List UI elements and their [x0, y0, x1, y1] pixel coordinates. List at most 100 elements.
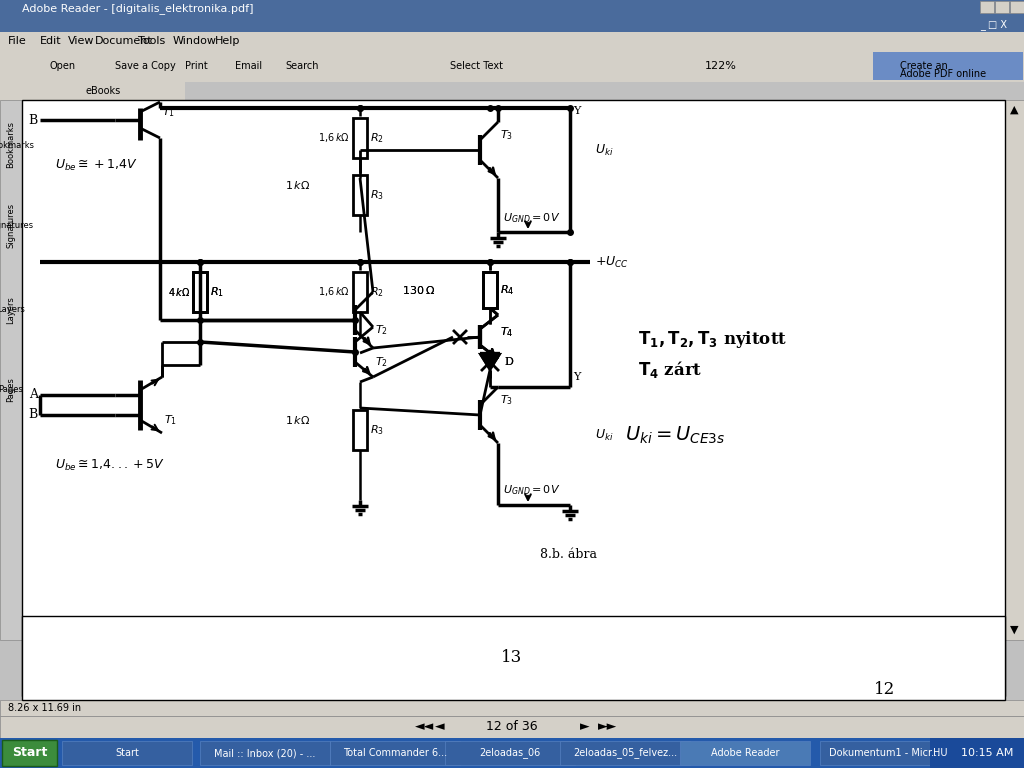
Polygon shape: [480, 354, 500, 370]
Bar: [353, 272, 367, 312]
Text: 10:15 AM: 10:15 AM: [961, 748, 1013, 758]
Text: $T_4$: $T_4$: [500, 325, 513, 339]
Text: View: View: [68, 36, 94, 46]
Text: Tools: Tools: [138, 36, 165, 46]
Bar: [1005, 100, 1024, 640]
Text: Save a Copy: Save a Copy: [115, 61, 176, 71]
Text: Signatures: Signatures: [6, 203, 15, 247]
Text: HU: HU: [933, 748, 947, 758]
Bar: [445, 741, 575, 765]
Text: $U_{ki}$: $U_{ki}$: [595, 428, 613, 442]
Text: eBooks: eBooks: [85, 86, 120, 96]
Bar: [0, 738, 1024, 768]
Text: 8.b. ábra: 8.b. ábra: [540, 548, 597, 561]
Text: $1{,}6\,k\Omega$: $1{,}6\,k\Omega$: [318, 131, 350, 144]
Bar: [0, 0, 1024, 18]
Text: File: File: [8, 36, 27, 46]
Text: $4\,k\Omega$: $4\,k\Omega$: [168, 286, 190, 298]
Text: $R_1$: $R_1$: [210, 285, 224, 299]
Text: $130\,\Omega$: $130\,\Omega$: [402, 284, 435, 296]
Text: $U_{GND}=0V$: $U_{GND}=0V$: [503, 211, 560, 225]
Text: 2eloadas_05_felvez...: 2eloadas_05_felvez...: [573, 747, 677, 759]
Bar: [680, 741, 810, 765]
Text: Bookmarks: Bookmarks: [0, 141, 35, 150]
Bar: [193, 272, 207, 312]
Text: $R_2$: $R_2$: [370, 131, 384, 145]
Text: 12: 12: [874, 681, 896, 699]
Bar: [330, 741, 460, 765]
Bar: [930, 738, 950, 768]
Text: $U_{GND}=0V$: $U_{GND}=0V$: [503, 483, 560, 497]
Text: $T_1$: $T_1$: [162, 105, 175, 119]
Bar: [353, 175, 367, 215]
Text: B: B: [29, 114, 38, 127]
Text: $R_3$: $R_3$: [370, 188, 384, 202]
Bar: [353, 118, 367, 158]
Bar: [1010, 1, 1024, 13]
Text: Layers: Layers: [0, 306, 25, 315]
Bar: [995, 1, 1009, 13]
Text: D: D: [504, 357, 513, 367]
Text: ◄: ◄: [435, 720, 444, 733]
Text: 2eloadas_06: 2eloadas_06: [479, 747, 541, 759]
Text: A: A: [29, 389, 38, 402]
Text: Open: Open: [50, 61, 76, 71]
Text: 12 of 36: 12 of 36: [486, 720, 538, 733]
Bar: [0, 50, 1024, 82]
Text: Edit: Edit: [40, 36, 61, 46]
Bar: [0, 100, 22, 640]
Text: Total Commander 6...: Total Commander 6...: [343, 748, 447, 758]
Text: $4\,k\Omega$: $4\,k\Omega$: [168, 286, 190, 298]
Text: $1\,k\Omega$: $1\,k\Omega$: [285, 179, 310, 191]
Text: 122%: 122%: [705, 61, 737, 71]
Text: Search: Search: [285, 61, 318, 71]
Text: $U_{ki}$: $U_{ki}$: [595, 142, 613, 157]
Text: Print: Print: [185, 61, 208, 71]
Text: $R_3$: $R_3$: [370, 423, 384, 437]
Text: $1\,k\Omega$: $1\,k\Omega$: [285, 414, 310, 426]
Text: Adobe Reader: Adobe Reader: [711, 748, 779, 758]
Text: $T_3$: $T_3$: [500, 393, 513, 407]
Text: Help: Help: [215, 36, 241, 46]
Bar: [950, 738, 1024, 768]
Text: ▼: ▼: [1010, 625, 1018, 635]
Text: $U_{be}\cong +1{,}4V$: $U_{be}\cong +1{,}4V$: [55, 157, 137, 173]
Bar: [0, 700, 1024, 716]
Text: ►: ►: [580, 720, 590, 733]
Text: Y: Y: [573, 372, 581, 382]
Text: $R_4$: $R_4$: [500, 283, 514, 297]
Bar: [0, 18, 1024, 32]
Text: $\mathbf{T_1, T_2, T_3}$ nyitott: $\mathbf{T_1, T_2, T_3}$ nyitott: [638, 329, 787, 350]
Text: Bookmarks: Bookmarks: [6, 121, 15, 168]
Text: $1{,}6\,k\Omega$: $1{,}6\,k\Omega$: [318, 286, 350, 299]
Bar: [820, 741, 950, 765]
Text: Document: Document: [95, 36, 153, 46]
Text: $T_2$: $T_2$: [375, 323, 388, 337]
Text: Create an: Create an: [900, 61, 948, 71]
Bar: [980, 1, 994, 13]
Text: 13: 13: [502, 650, 522, 667]
Text: Signatures: Signatures: [0, 220, 34, 230]
Bar: [200, 741, 330, 765]
Bar: [22, 616, 1005, 700]
Text: Y: Y: [573, 106, 581, 116]
Text: Pages: Pages: [0, 386, 24, 395]
Text: 8.26 x 11.69 in: 8.26 x 11.69 in: [8, 703, 81, 713]
Bar: [0, 82, 185, 100]
Bar: [0, 716, 1024, 738]
Text: B: B: [29, 409, 38, 422]
Bar: [0, 32, 1024, 50]
Text: $+U_{CC}$: $+U_{CC}$: [595, 254, 629, 270]
Text: Layers: Layers: [6, 296, 15, 324]
Text: _ □ X: _ □ X: [980, 19, 1007, 31]
Bar: [2, 740, 57, 766]
Text: Pages: Pages: [6, 378, 15, 402]
Text: Adobe Reader - [digitalis_elektronika.pdf]: Adobe Reader - [digitalis_elektronika.pd…: [22, 4, 254, 15]
Bar: [483, 272, 497, 308]
Text: Mail :: Inbox (20) - ...: Mail :: Inbox (20) - ...: [214, 748, 315, 758]
Text: $U_{ki}=U_{CE3s}$: $U_{ki}=U_{CE3s}$: [625, 425, 725, 445]
Text: $R_4$: $R_4$: [500, 283, 514, 297]
Text: $R_2$: $R_2$: [370, 285, 384, 299]
Text: D: D: [504, 357, 513, 367]
Text: Dokumentum1 - Micr...: Dokumentum1 - Micr...: [829, 748, 941, 758]
